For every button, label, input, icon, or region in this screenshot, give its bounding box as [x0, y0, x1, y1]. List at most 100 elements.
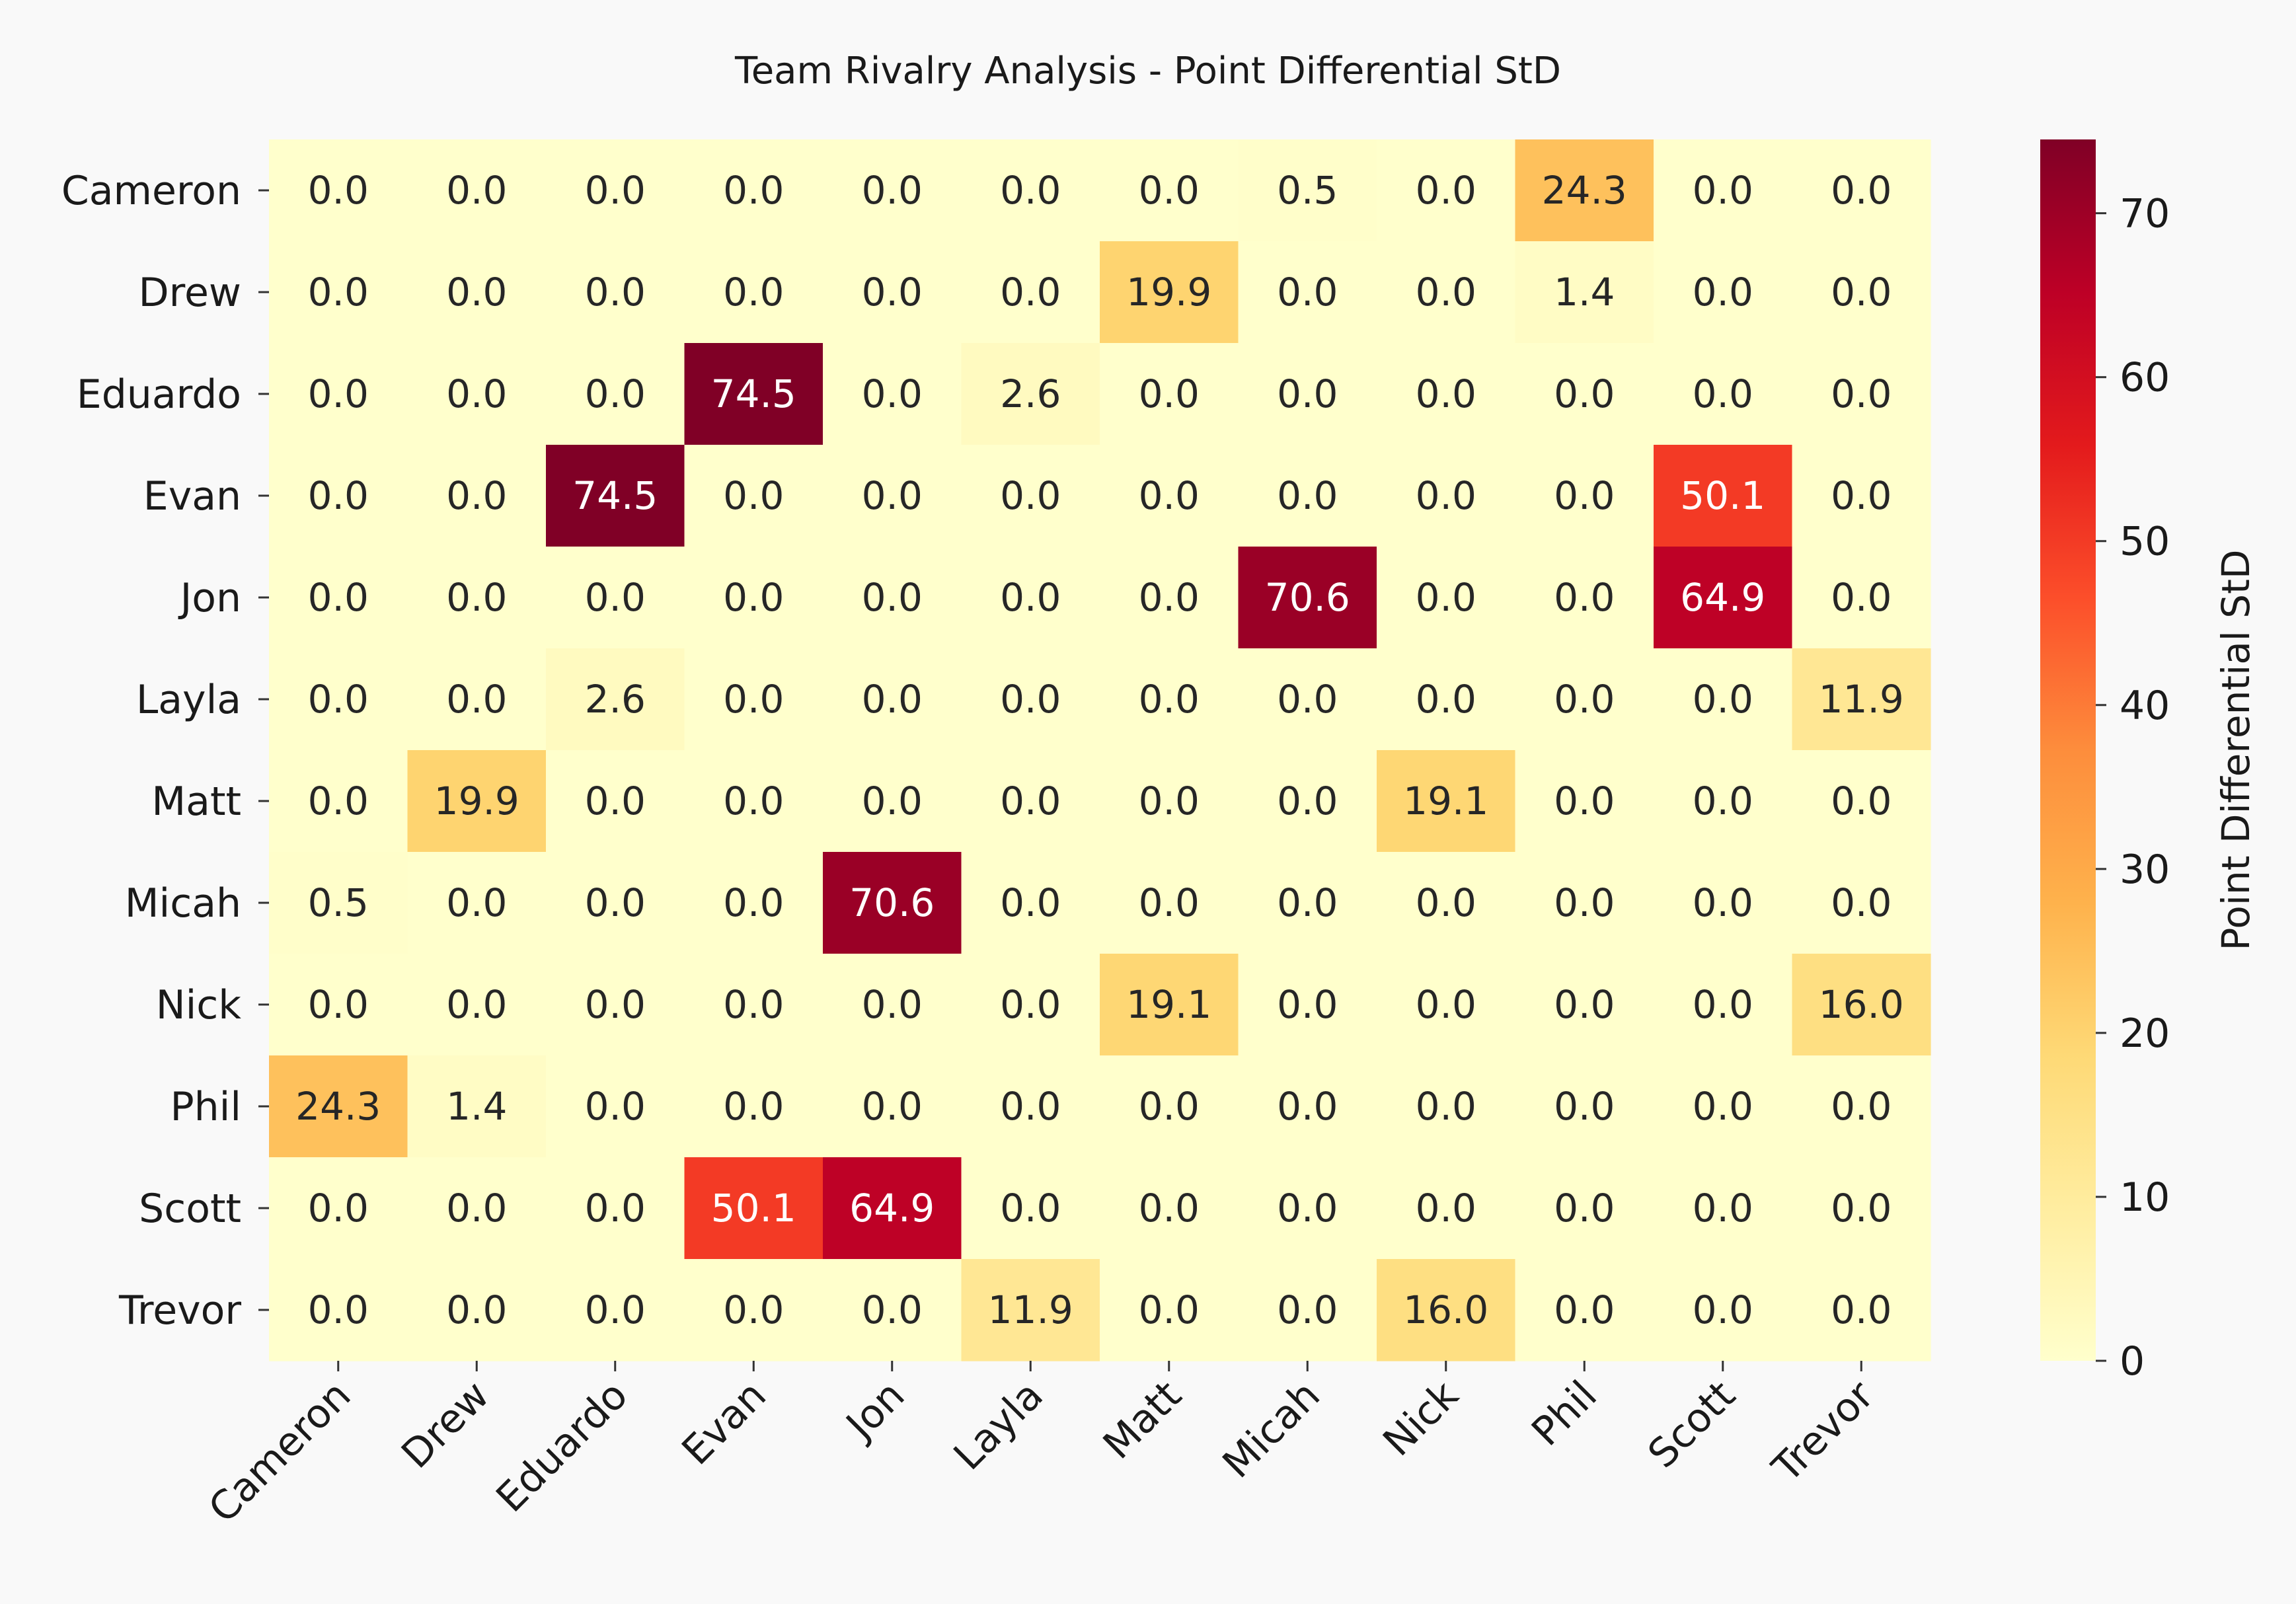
cell-value-label: 0.0	[1554, 473, 1615, 518]
colorbar: 0 10 20 30 40 50 60 70 Point Differential StD	[2040, 139, 2258, 1385]
cell-value-label: 0.0	[1416, 1186, 1476, 1231]
y-tick-label: Micah	[125, 880, 241, 927]
heatmap-cell	[1100, 1259, 1239, 1361]
cell-value-label: 64.9	[849, 1186, 935, 1231]
heatmap-cell	[961, 954, 1100, 1056]
cell-value-label: 0.0	[723, 982, 784, 1027]
cell-value-label: 0.0	[1000, 270, 1061, 315]
heatmap-cell	[961, 750, 1100, 853]
heatmap-cell	[1654, 241, 1793, 344]
heatmap-cell	[1792, 547, 1931, 649]
x-tick-label: Jon	[836, 1372, 914, 1450]
heatmap-cell	[269, 852, 408, 954]
cell-value-label: 0.5	[1277, 168, 1338, 213]
cell-value-label: 0.0	[1139, 371, 1200, 416]
heatmap-cell	[407, 445, 547, 547]
cell-value-label: 11.9	[988, 1287, 1073, 1332]
heatmap-cell	[823, 241, 962, 344]
cell-value-label: 0.0	[723, 1084, 784, 1129]
heatmap-cell	[823, 1259, 962, 1361]
heatmap-cell	[546, 241, 685, 344]
heatmap-cell	[823, 445, 962, 547]
cell-value-label: 0.0	[1831, 473, 1892, 518]
cell-value-label: 0.0	[1139, 779, 1200, 823]
chart-title: Team Rivalry Analysis - Point Differenti…	[734, 50, 1561, 93]
cell-value-label: 0.0	[1693, 880, 1753, 925]
heatmap-cell	[1100, 241, 1239, 344]
cell-value-label: 0.0	[1139, 168, 1200, 213]
heatmap-cell	[1654, 1055, 1793, 1158]
colorbar-tick-label: 30	[2120, 847, 2170, 893]
heatmap-cell	[1238, 648, 1377, 751]
heatmap-cell	[269, 954, 408, 1056]
cell-value-label: 70.6	[849, 880, 935, 925]
cell-value-label: 0.0	[308, 473, 369, 518]
cell-value-label: 0.0	[862, 677, 923, 722]
cell-value-label: 0.0	[1277, 270, 1338, 315]
heatmap-cell	[269, 547, 408, 649]
heatmap-cell	[1377, 954, 1516, 1056]
cell-value-label: 16.0	[1819, 982, 1904, 1027]
cell-value-label: 0.5	[308, 880, 369, 925]
x-tick-label: Phil	[1523, 1372, 1606, 1455]
heatmap-cell	[961, 139, 1100, 242]
cell-value-label: 0.0	[1693, 1287, 1753, 1332]
heatmap-cell	[961, 241, 1100, 344]
heatmap-cell	[1515, 343, 1654, 445]
cell-value-label: 0.0	[1000, 575, 1061, 620]
cell-value-label: 0.0	[1277, 982, 1338, 1027]
heatmap-cell	[1100, 445, 1239, 547]
y-tick-label: Cameron	[61, 168, 241, 214]
cell-value-label: 24.3	[1542, 168, 1627, 213]
heatmap-cell	[407, 648, 547, 751]
cell-value-label: 0.0	[1554, 880, 1615, 925]
cell-value-label: 19.9	[1126, 270, 1211, 315]
y-tick-label: Jon	[178, 575, 241, 621]
heatmap-cell	[823, 648, 962, 751]
cell-value-label: 0.0	[723, 880, 784, 925]
cell-value-label: 0.0	[1416, 982, 1476, 1027]
heatmap-cell	[1377, 750, 1516, 853]
heatmap-cell	[1238, 852, 1377, 954]
cell-value-label: 0.0	[1693, 371, 1753, 416]
x-tick-label: Nick	[1374, 1372, 1467, 1465]
x-tick-label: Matt	[1094, 1372, 1190, 1468]
heatmap-cell	[546, 954, 685, 1056]
cell-value-label: 0.0	[1277, 779, 1338, 823]
heatmap-cell	[961, 1259, 1100, 1361]
heatmap-cell	[407, 1055, 547, 1158]
heatmap-cell	[1238, 1055, 1377, 1158]
heatmap-cell	[1654, 954, 1793, 1056]
heatmap-cell	[823, 954, 962, 1056]
cell-value-label: 2.6	[585, 677, 646, 722]
heatmap-cell	[407, 547, 547, 649]
y-tick-label: Phil	[170, 1084, 241, 1130]
heatmap-cell	[1792, 139, 1931, 242]
cell-value-label: 0.0	[585, 1287, 646, 1332]
heatmap-cell	[1100, 648, 1239, 751]
heatmap-cell	[1792, 241, 1931, 344]
cell-value-label: 16.0	[1403, 1287, 1488, 1332]
cell-value-label: 0.0	[862, 779, 923, 823]
cell-value-label: 0.0	[862, 168, 923, 213]
heatmap-cell	[823, 139, 962, 242]
y-tick-label: Matt	[151, 779, 241, 825]
heatmap-cell	[1377, 852, 1516, 954]
cell-value-label: 0.0	[308, 1186, 369, 1231]
heatmap-cell	[1100, 954, 1239, 1056]
x-tick-label: Micah	[1214, 1372, 1329, 1487]
heatmap-cell	[1238, 954, 1377, 1056]
cell-value-label: 0.0	[1139, 880, 1200, 925]
cell-value-label: 0.0	[862, 982, 923, 1027]
cell-value-label: 0.0	[446, 473, 507, 518]
cell-value-label: 0.0	[446, 1186, 507, 1231]
heatmap-cell	[1792, 648, 1931, 751]
heatmap-cell	[1654, 1157, 1793, 1260]
heatmap-cell	[1792, 445, 1931, 547]
heatmap-cell	[546, 547, 685, 649]
heatmap-cell	[1377, 1157, 1516, 1260]
cell-value-label: 0.0	[723, 473, 784, 518]
cell-value-label: 0.0	[1831, 168, 1892, 213]
cell-value-label: 0.0	[1416, 473, 1476, 518]
cell-value-label: 0.0	[1277, 1287, 1338, 1332]
